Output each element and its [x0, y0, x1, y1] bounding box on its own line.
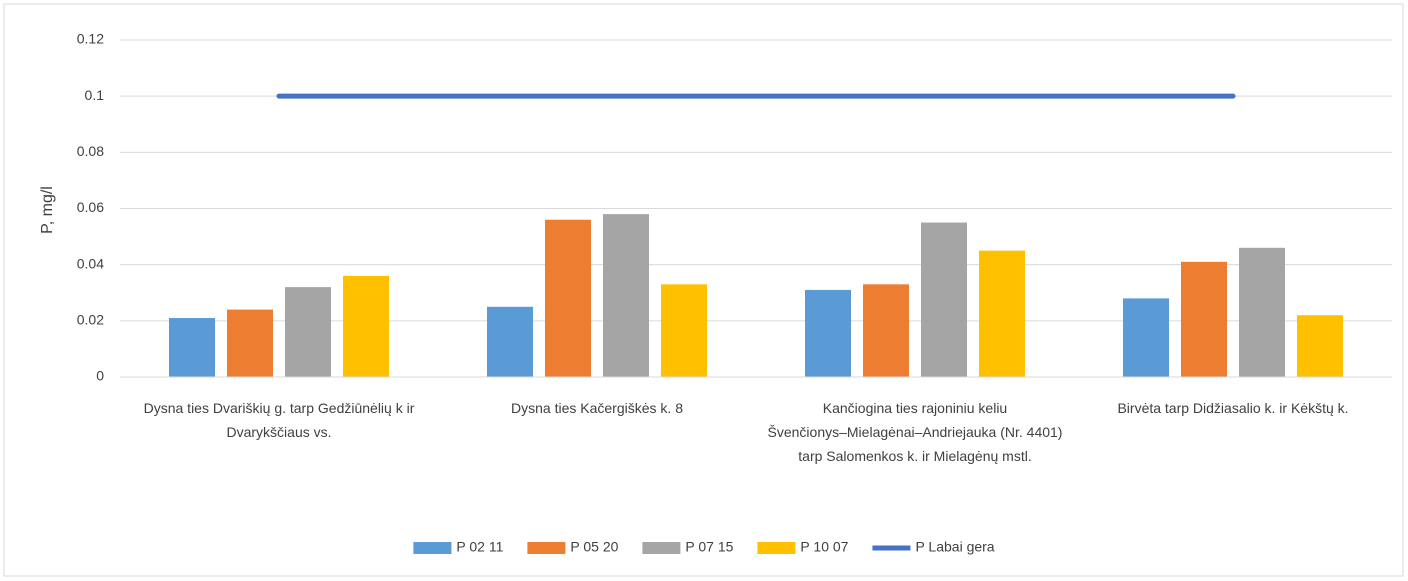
bar: [921, 222, 967, 377]
bar: [863, 284, 909, 377]
legend: P 02 11 P 05 20 P 07 15 P 10 07 P Labai gera: [413, 539, 995, 555]
y-tick-label: 0.02: [77, 312, 104, 328]
bar: [285, 287, 331, 377]
bar: [1123, 298, 1169, 377]
legend-swatch: [527, 542, 566, 554]
bar: [1297, 315, 1343, 377]
bar: [169, 318, 215, 377]
bar: [603, 214, 649, 377]
y-axis-label: P, mg/l: [39, 186, 56, 234]
bar: [487, 306, 533, 377]
legend-swatch: [757, 542, 796, 554]
x-tick-label: Kančiogina ties rajoniniu keliu Švenčiony…: [768, 400, 1063, 464]
bar: [227, 309, 273, 377]
y-tick-label: 0.04: [77, 255, 104, 271]
bar: [545, 219, 591, 377]
y-tick-label: 0.08: [77, 143, 104, 159]
legend-label: P Labai gera: [915, 539, 994, 555]
x-tick-label: Birvėta tarp Didžiasalio k. ir Kėkštų k.: [1117, 400, 1348, 416]
bar: [343, 275, 389, 377]
bar: [979, 250, 1025, 377]
x-tick-label: Dysna ties Kačergiškės k. 8: [511, 400, 683, 416]
legend-label: P 10 07: [800, 539, 848, 555]
bar: [805, 289, 851, 377]
x-tick-label: Dysna ties Dvariškių g. tarp Gedžiūnėlių…: [144, 400, 415, 440]
y-tick-label: 0.06: [77, 199, 104, 215]
bar: [1239, 247, 1285, 377]
legend-label: P 07 15: [685, 539, 733, 555]
legend-label: P 05 20: [570, 539, 618, 555]
y-tick-label: 0.1: [85, 87, 105, 103]
y-tick-label: 0.12: [77, 31, 104, 47]
bar: [661, 284, 707, 377]
bar: [1181, 261, 1227, 377]
legend-label: P 02 11: [456, 539, 503, 555]
y-tick-label: 0: [96, 368, 104, 384]
legend-swatch: [413, 542, 452, 554]
legend-swatch: [642, 542, 681, 554]
